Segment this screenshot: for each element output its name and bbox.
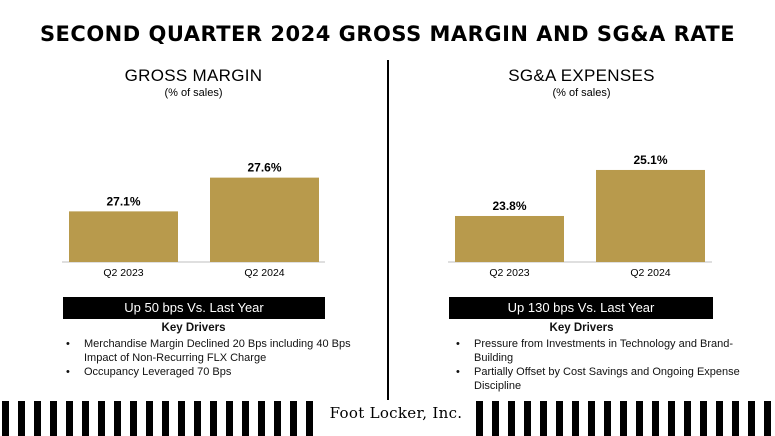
sga-value-label-q2-2024: 25.1% [633, 153, 667, 167]
driver-text: Partially Offset by Cost Savings and Ong… [474, 366, 740, 392]
sga-subtitle: (% of sales) [552, 87, 611, 99]
footer-stripe [258, 401, 265, 436]
footer-stripe [476, 401, 483, 436]
footer-stripe [684, 401, 691, 436]
sga-key-drivers-title: Key Drivers [549, 322, 614, 334]
list-item: • Occupancy Leveraged 70 Bps [66, 365, 356, 379]
footer-stripe [2, 401, 9, 436]
footer-stripe [620, 401, 627, 436]
sga-category-q2-2023: Q2 2023 [489, 267, 529, 279]
list-item: • Pressure from Investments in Technology… [456, 337, 746, 365]
sga-value-label-q2-2023: 23.8% [492, 199, 526, 213]
sga-category-q2-2024: Q2 2024 [630, 267, 670, 279]
footer-stripe [146, 401, 153, 436]
footer-stripe [588, 401, 595, 436]
footer-stripe [98, 401, 105, 436]
footer-stripe [66, 401, 73, 436]
driver-text: Pressure from Investments in Technology … [474, 338, 734, 364]
slide-title: SECOND QUARTER 2024 GROSS MARGIN AND SG&… [39, 22, 736, 46]
sga-bar-q2-2024 [596, 169, 705, 262]
list-item: • Merchandise Margin Declined 20 Bps incl… [66, 337, 356, 365]
footer-stripe [18, 401, 25, 436]
sga-panel: SG&A EXPENSES (% of sales) 23.8% 25.1% Q… [388, 0, 775, 400]
footer-stripe [716, 401, 723, 436]
sga-bar-q2-2023 [455, 215, 564, 262]
footer-stripe [524, 401, 531, 436]
footer-stripe [764, 401, 771, 436]
footer-stripe [178, 401, 185, 436]
footer-stripe [636, 401, 643, 436]
gross-margin-subtitle: (% of sales) [164, 87, 223, 99]
gross-margin-bar-q2-2024 [210, 177, 319, 262]
bullet-icon: • [66, 338, 70, 350]
bullet-icon: • [456, 366, 460, 378]
footer-stripe [50, 401, 57, 436]
gross-margin-value-label-q2-2024: 27.6% [247, 161, 281, 175]
company-logo: Foot Locker, Inc. [329, 404, 463, 422]
gross-margin-title: GROSS MARGIN [124, 66, 263, 85]
panel-divider [387, 60, 389, 400]
sga-title: SG&A EXPENSES [508, 66, 655, 85]
list-item: • Partially Offset by Cost Savings and On… [456, 365, 746, 393]
footer-stripe [130, 401, 137, 436]
gross-margin-chart: 27.1% 27.6% Q2 2023 Q2 2024 [62, 161, 325, 279]
footer-stripe [306, 401, 313, 436]
footer-stripe [82, 401, 89, 436]
driver-text: Occupancy Leveraged 70 Bps [84, 366, 232, 378]
footer-stripe [194, 401, 201, 436]
bullet-icon: • [66, 366, 70, 378]
gross-margin-panel: GROSS MARGIN (% of sales) 27.1% 27.6% Q2… [0, 0, 387, 400]
footer-stripe [748, 401, 755, 436]
footer-stripe [540, 401, 547, 436]
gross-margin-value-label-q2-2023: 27.1% [106, 194, 140, 208]
sga-drivers-list: • Pressure from Investments in Technology… [456, 337, 746, 393]
gross-margin-drivers-list: • Merchandise Margin Declined 20 Bps incl… [66, 337, 356, 379]
footer-stripes-right [474, 401, 775, 436]
footer-stripe [290, 401, 297, 436]
sga-banner: Up 130 bps Vs. Last Year [449, 297, 713, 319]
footer-stripe [210, 401, 217, 436]
footer-stripe [242, 401, 249, 436]
footer-stripe [556, 401, 563, 436]
footer-stripe [226, 401, 233, 436]
footer-stripe [508, 401, 515, 436]
footer-stripe [274, 401, 281, 436]
footer-stripe [492, 401, 499, 436]
footer-stripe [114, 401, 121, 436]
driver-text: Merchandise Margin Declined 20 Bps inclu… [84, 338, 351, 364]
footer-stripe [34, 401, 41, 436]
footer-stripe [572, 401, 579, 436]
footer-stripe [604, 401, 611, 436]
footer-stripe [732, 401, 739, 436]
footer-stripes-left [0, 401, 318, 436]
footer-stripe [668, 401, 675, 436]
gross-margin-bar-q2-2023 [69, 211, 178, 262]
bullet-icon: • [456, 338, 460, 350]
sga-chart: 23.8% 25.1% Q2 2023 Q2 2024 [448, 153, 712, 279]
gross-margin-banner: Up 50 bps Vs. Last Year [63, 297, 325, 319]
gross-margin-key-drivers-title: Key Drivers [161, 322, 226, 334]
gross-margin-category-q2-2023: Q2 2023 [103, 267, 143, 279]
gross-margin-category-q2-2024: Q2 2024 [244, 267, 284, 279]
footer-stripe [700, 401, 707, 436]
footer-stripe [652, 401, 659, 436]
footer-stripe [162, 401, 169, 436]
